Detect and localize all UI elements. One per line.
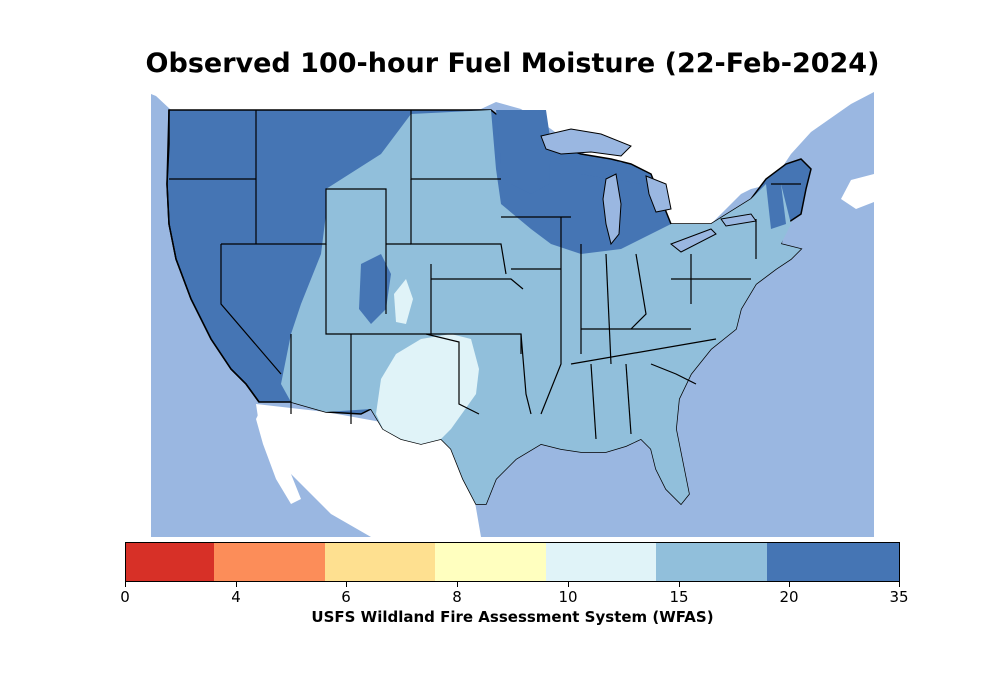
colorbar-segment-8-10	[435, 543, 546, 581]
colorbar-tick-label: 20	[779, 588, 799, 606]
colorbar-tick-label: 15	[669, 588, 689, 606]
map-canvas	[151, 84, 874, 537]
zone-10-15-nm-patch	[394, 279, 413, 324]
zone-20-35-newengland	[766, 184, 786, 229]
canada-land	[151, 84, 874, 244]
colorbar-segment-20-35	[766, 543, 899, 581]
colorbar-segment-10-15	[545, 543, 657, 581]
colorbar-segment-15-20	[656, 543, 767, 581]
colorbar-tick-label: 8	[452, 588, 462, 606]
colorbar-ticks: 0 4 6 8 10 15 20 35	[120, 582, 909, 612]
pacific-coastline	[166, 109, 260, 403]
fuel-moisture-map	[151, 84, 874, 537]
canada-maritimes	[841, 174, 874, 209]
zone-20-35-minnesota	[496, 110, 551, 194]
colorbar-segment-6-8	[324, 543, 436, 581]
colorbar-tick-label: 0	[120, 588, 130, 606]
zone-20-35-idaho-west	[256, 114, 271, 204]
colorbar-tick-label: 35	[889, 588, 909, 606]
colorbar-segment-0-4	[126, 543, 215, 581]
colorbar	[125, 542, 900, 582]
lake-huron	[645, 175, 672, 213]
colorbar-tick-label: 6	[341, 588, 351, 606]
map-title: Observed 100-hour Fuel Moisture (22-Feb-…	[145, 48, 880, 79]
colorbar-label: USFS Wildland Fire Assessment System (WF…	[311, 608, 714, 626]
lake-erie	[670, 228, 717, 253]
colorbar-tick-label: 4	[231, 588, 241, 606]
lake-michigan	[602, 173, 622, 246]
zone-10-15-southwest	[376, 334, 479, 444]
zone-20-35-michigan-up	[571, 154, 646, 184]
state-borders	[169, 110, 801, 440]
baja-california	[256, 409, 301, 504]
zone-20-35-colorado	[359, 254, 391, 324]
colorbar-segment-4-6	[214, 543, 325, 581]
colorbar-tick-label: 10	[558, 588, 578, 606]
lake-superior	[540, 128, 632, 157]
